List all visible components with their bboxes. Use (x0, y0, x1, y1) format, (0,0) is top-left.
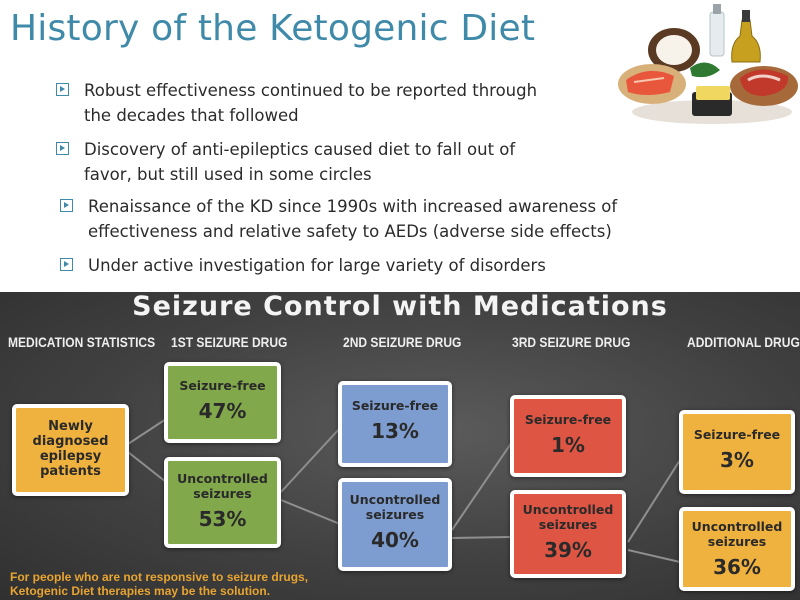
seizure-free-value: 3% (720, 448, 754, 472)
bullet-item: Renaissance of the KD since 1990s with i… (60, 194, 617, 244)
footnote-line: For people who are not responsive to sei… (10, 570, 309, 584)
footnote-line: Ketogenic Diet therapies may be the solu… (10, 584, 271, 598)
bullet-line: the decades that followed (84, 106, 299, 125)
uncontrolled-value: 40% (371, 528, 419, 552)
column-header: ADDITIONAL DRUG (687, 334, 800, 350)
bullet-arrow-icon (56, 83, 69, 96)
start-line: diagnosed (32, 434, 109, 449)
seizure-free-value: 1% (551, 433, 585, 457)
uncontrolled-value: 39% (544, 538, 592, 562)
food-icon (618, 4, 798, 124)
start-line: epilepsy (39, 449, 102, 464)
column-header: 3RD SEIZURE DRUG (512, 334, 631, 350)
slide-title: History of the Ketogenic Diet (10, 8, 536, 49)
uncontrolled-label: Uncontrolled (522, 502, 614, 517)
seizure-free-box: Seizure-free 3% (679, 410, 795, 494)
bullet-arrow-icon (56, 142, 69, 155)
infographic-title: Seizure Control with Medications (132, 292, 668, 322)
seizure-free-box: Seizure-free 1% (510, 395, 626, 477)
seizure-free-box: Seizure-free 47% (164, 362, 281, 443)
uncontrolled-label: seizures (193, 486, 252, 501)
seizure-free-label: Seizure-free (351, 398, 439, 413)
uncontrolled-value: 36% (713, 555, 761, 579)
seizure-free-box: Seizure-free 13% (338, 381, 452, 467)
uncontrolled-label: Uncontrolled (691, 519, 783, 534)
bullet-line: favor, but still used in some circles (84, 165, 372, 184)
uncontrolled-label: seizures (707, 534, 767, 549)
start-line: Newly (48, 419, 93, 434)
uncontrolled-box: Uncontrolled seizures 40% (338, 478, 452, 571)
bullet-line: Discovery of anti-epileptics caused diet… (84, 140, 516, 159)
start-box: Newly diagnosed epilepsy patients (12, 404, 129, 496)
uncontrolled-label: seizures (365, 507, 425, 522)
uncontrolled-value: 53% (198, 507, 247, 531)
seizure-free-label: Seizure-free (693, 427, 781, 442)
seizure-free-value: 13% (371, 419, 419, 443)
seizure-free-value: 47% (198, 399, 247, 423)
column-header: 2ND SEIZURE DRUG (343, 334, 462, 350)
column-header: 1ST SEIZURE DRUG (171, 334, 288, 350)
bullet-item: Robust effectiveness continued to be rep… (56, 78, 537, 128)
bullet-arrow-icon (60, 199, 73, 212)
seizure-free-label: Seizure-free (524, 412, 612, 427)
bullet-item: Under active investigation for large var… (60, 253, 546, 278)
footnote: For people who are not responsive to sei… (10, 570, 308, 598)
start-line: patients (40, 464, 101, 479)
bullet-line: Robust effectiveness continued to be rep… (84, 81, 538, 100)
bullet-item: Discovery of anti-epileptics caused diet… (56, 137, 515, 187)
bullet-line: Under active investigation for large var… (88, 256, 546, 275)
bullet-arrow-icon (60, 258, 73, 271)
uncontrolled-box: Uncontrolled seizures 36% (679, 507, 795, 591)
seizure-free-label: Seizure-free (179, 378, 266, 393)
bullet-line: effectiveness and relative safety to AED… (88, 222, 612, 241)
uncontrolled-label: Uncontrolled (349, 492, 441, 507)
connector-lines (127, 418, 681, 563)
bullet-line: Renaissance of the KD since 1990s with i… (88, 197, 618, 216)
uncontrolled-label: Uncontrolled (177, 471, 268, 486)
uncontrolled-box: Uncontrolled seizures 53% (164, 457, 281, 548)
uncontrolled-box: Uncontrolled seizures 39% (510, 490, 626, 578)
column-header: MEDICATION STATISTICS (8, 334, 156, 350)
uncontrolled-label: seizures (538, 517, 598, 532)
seizure-infographic: Seizure Control with Medications MEDICAT… (0, 292, 800, 600)
